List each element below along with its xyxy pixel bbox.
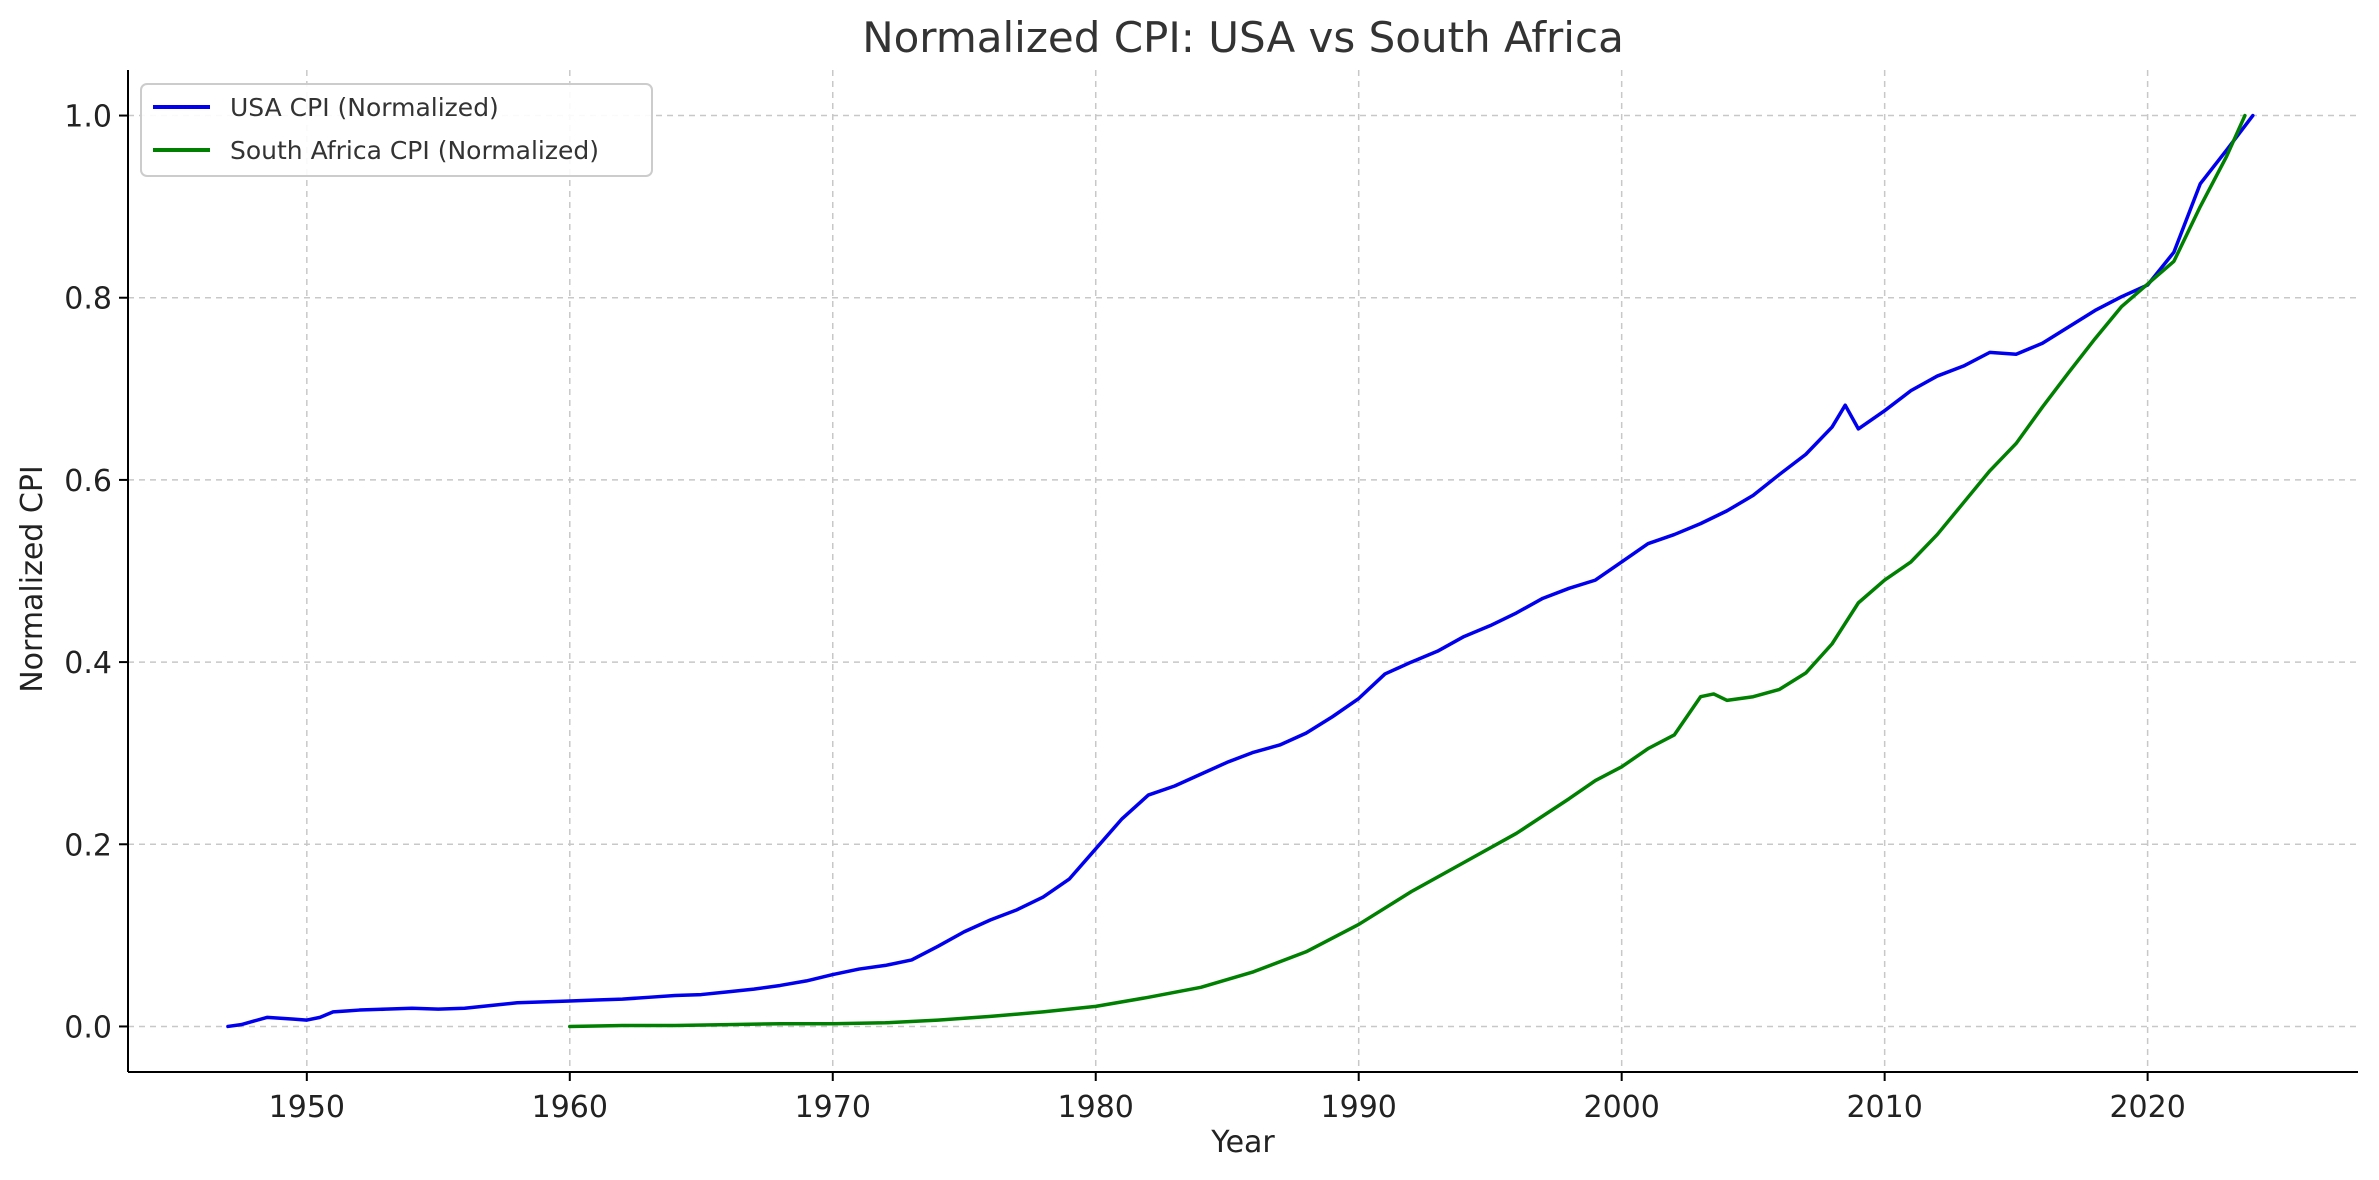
x-tick-label: 1960 [532, 1090, 608, 1125]
legend-label-usa: USA CPI (Normalized) [230, 93, 499, 122]
usa-cpi-line [226, 113, 2255, 1029]
y-tick-label: 0.4 [64, 646, 112, 681]
x-tick-label: 2010 [1846, 1090, 1922, 1125]
legend-label-south-africa: South Africa CPI (Normalized) [230, 136, 599, 165]
y-tick-label: 0.0 [64, 1010, 112, 1045]
chart-title: Normalized CPI: USA vs South Africa [862, 13, 1624, 62]
tick-marks-and-labels: 1950 1960 1970 1980 1990 2000 2010 2020 0.0 0.2 0.… [64, 100, 2186, 1125]
legend-box [140, 83, 653, 177]
x-tick-label: 2000 [1583, 1090, 1659, 1125]
series-lines [226, 113, 2255, 1029]
x-tick-label: 1970 [795, 1090, 871, 1125]
x-tick-label: 2020 [2109, 1090, 2185, 1125]
y-tick-label: 0.6 [64, 464, 112, 499]
x-tick-label: 1980 [1058, 1090, 1134, 1125]
south-africa-cpi-line [568, 113, 2247, 1029]
gridlines [128, 70, 2358, 1072]
axes [127, 70, 2358, 1073]
x-tick-label: 1950 [269, 1090, 345, 1125]
y-tick-label: 0.2 [64, 828, 112, 863]
legend: USA CPI (Normalized) South Africa CPI (N… [140, 83, 653, 177]
y-tick-label: 1.0 [64, 100, 112, 135]
x-axis-label: Year [1210, 1125, 1275, 1160]
y-tick-label: 0.8 [64, 282, 112, 317]
x-tick-label: 1990 [1321, 1090, 1397, 1125]
y-axis-label: Normalized CPI [15, 465, 50, 693]
